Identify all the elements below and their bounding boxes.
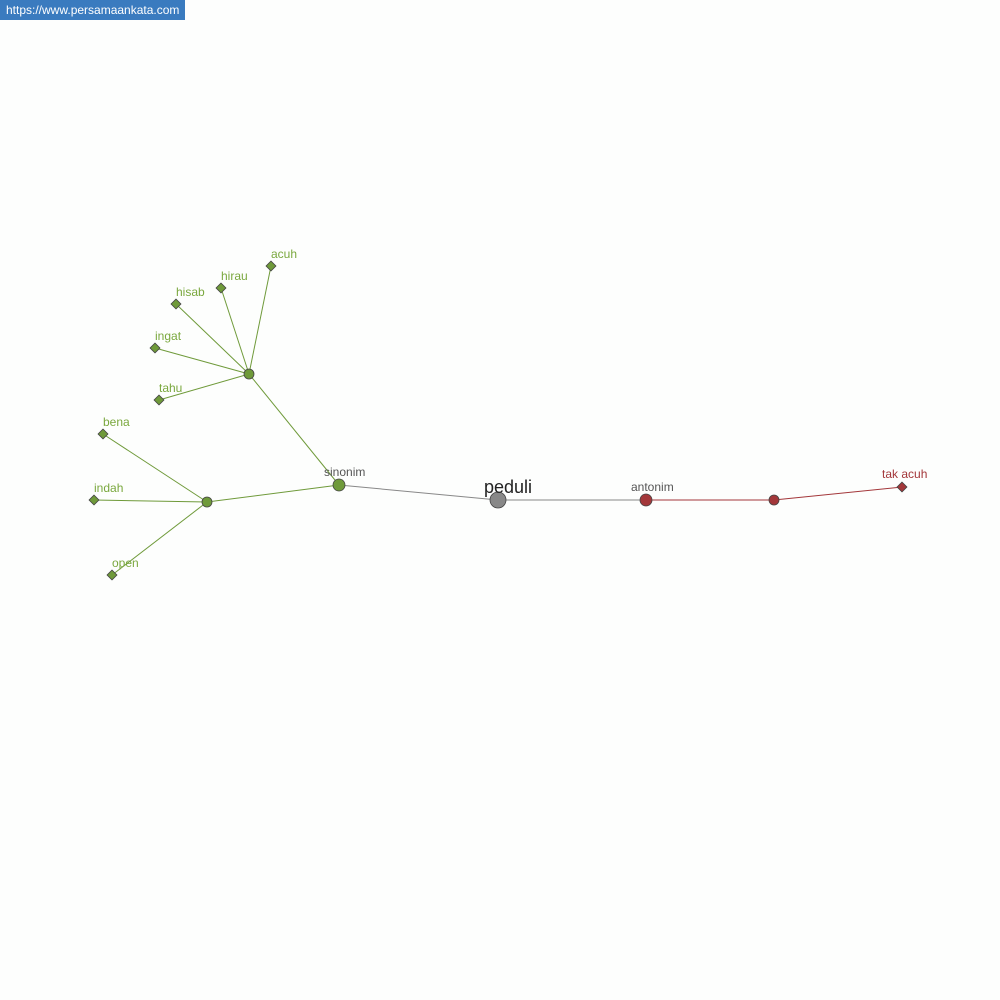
node-ingat[interactable] (149, 342, 161, 354)
node-acuh[interactable] (265, 260, 277, 272)
label-ingat: ingat (155, 329, 182, 343)
node-root[interactable] (489, 491, 507, 509)
label-sinonim: sinonim (324, 465, 365, 479)
label-tahu: tahu (159, 381, 182, 395)
node-indah[interactable] (88, 494, 100, 506)
label-open: open (112, 556, 139, 570)
label-bena: bena (103, 415, 130, 429)
edge-g1-tahu (158, 373, 250, 401)
node-antonim[interactable] (639, 493, 653, 507)
edge-g1-hirau (220, 287, 250, 375)
node-a1[interactable] (768, 494, 780, 506)
edge-g1-acuh (248, 265, 272, 375)
label-hirau: hirau (221, 269, 248, 283)
node-tahu[interactable] (153, 394, 165, 406)
edge-root-sinonim (338, 484, 499, 501)
label-takacuh: tak acuh (882, 467, 927, 481)
edge-a1-takacuh (773, 486, 903, 501)
node-bena[interactable] (97, 428, 109, 440)
label-hisab: hisab (176, 285, 205, 299)
node-sinonim[interactable] (332, 478, 346, 492)
node-takacuh[interactable] (896, 481, 908, 493)
label-indah: indah (94, 481, 123, 495)
node-hirau[interactable] (215, 282, 227, 294)
label-root: peduli (484, 477, 532, 497)
edge-sinonim-g2 (206, 484, 340, 503)
label-acuh: acuh (271, 247, 297, 261)
node-hisab[interactable] (170, 298, 182, 310)
label-antonim: antonim (631, 480, 674, 494)
edge-sinonim-g1 (248, 373, 340, 486)
node-g2[interactable] (201, 496, 213, 508)
edge-g1-hisab (175, 303, 250, 375)
edge-g2-bena (102, 433, 208, 503)
node-g1[interactable] (243, 368, 255, 380)
node-open[interactable] (106, 569, 118, 581)
site-link[interactable]: https://www.persamaankata.com (0, 0, 186, 20)
edge-g2-indah (93, 499, 208, 503)
edge-g2-open (111, 501, 208, 576)
edge-g1-ingat (154, 347, 250, 375)
